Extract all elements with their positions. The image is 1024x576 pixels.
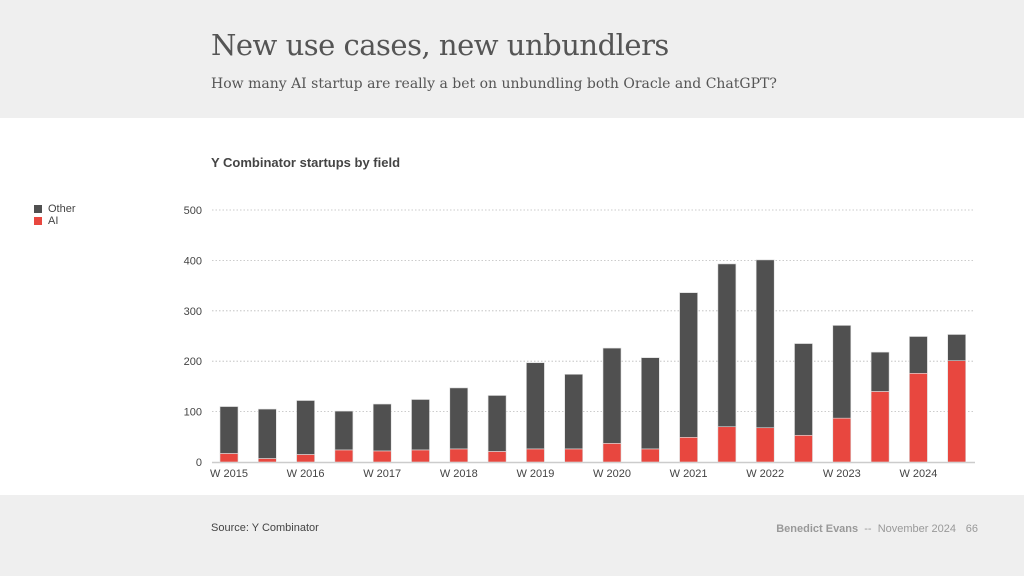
bar-other — [334, 410, 354, 451]
y-tick-label: 0 — [196, 457, 202, 469]
bar-other — [296, 400, 315, 455]
bar-ai — [296, 454, 315, 463]
legend-swatch-other — [34, 205, 42, 213]
bar-other — [832, 325, 852, 419]
bar-ai — [449, 448, 469, 463]
bar-ai — [909, 372, 928, 463]
bar-other — [449, 387, 469, 450]
bar-other — [870, 351, 890, 392]
legend-label: AI — [48, 215, 59, 227]
bar-other — [947, 334, 967, 361]
date: November 2024 — [877, 523, 956, 535]
bar-other — [372, 403, 392, 452]
header-band: New use cases, new unbundlers How many A… — [0, 0, 1024, 118]
x-tick-label: W 2023 — [823, 468, 861, 480]
bar-other — [755, 259, 775, 429]
y-tick-label: 500 — [184, 205, 202, 217]
slide-title: New use cases, new unbundlers — [211, 28, 669, 62]
author: Benedict Evans — [776, 523, 859, 535]
bar-other — [679, 292, 698, 438]
bar-ai — [640, 448, 660, 463]
bar-other — [487, 395, 507, 452]
footer-band — [0, 495, 1024, 576]
x-tick-label: W 2021 — [670, 468, 708, 480]
x-tick-label: W 2022 — [746, 468, 784, 480]
bar-ai — [372, 450, 392, 463]
bar-other — [640, 357, 660, 450]
x-tick-label: W 2018 — [440, 468, 478, 480]
y-tick-label: 300 — [184, 306, 202, 318]
bar-other — [909, 336, 928, 374]
bar-ai — [679, 437, 698, 463]
bar-ai — [487, 451, 507, 463]
bar-other — [564, 374, 584, 450]
x-tick-label: W 2020 — [593, 468, 631, 480]
bar-ai — [526, 448, 545, 463]
bar-ai — [755, 427, 775, 463]
bar-other — [602, 347, 622, 444]
legend: Other AI — [34, 203, 76, 227]
credit: Benedict Evans -- November 2024 — [776, 523, 956, 535]
bar-ai — [794, 434, 813, 463]
x-tick-label: W 2015 — [210, 468, 248, 480]
page-number: 66 — [965, 523, 978, 535]
y-tick-label: 400 — [184, 255, 202, 267]
legend-label: Other — [48, 203, 76, 215]
bar-other — [219, 406, 239, 454]
bar-ai — [257, 458, 277, 463]
bar-other — [257, 408, 277, 459]
legend-swatch-ai — [34, 217, 42, 225]
bar-ai — [219, 453, 239, 463]
x-tick-label: W 2017 — [363, 468, 401, 480]
slide-subtitle: How many AI startup are really a bet on … — [211, 76, 777, 92]
bar-ai — [832, 417, 852, 463]
bar-ai — [602, 443, 622, 463]
legend-item-ai: AI — [34, 215, 76, 227]
bar-ai — [717, 426, 737, 463]
bar-ai — [947, 360, 967, 463]
bar-ai — [564, 448, 584, 463]
source-note: Source: Y Combinator — [211, 522, 319, 534]
x-tick-label: W 2016 — [287, 468, 325, 480]
chart-title: Y Combinator startups by field — [211, 155, 401, 170]
bar-ai — [870, 391, 890, 463]
bar-ai — [334, 449, 354, 463]
x-tick-label: W 2019 — [516, 468, 554, 480]
bar-other — [794, 343, 813, 436]
bar-other — [526, 362, 545, 450]
bar-ai — [411, 449, 430, 463]
legend-item-other: Other — [34, 203, 76, 215]
bar-other — [411, 399, 430, 451]
x-tick-label: W 2024 — [899, 468, 937, 480]
y-tick-label: 100 — [184, 407, 202, 419]
separator: -- — [864, 523, 872, 535]
y-tick-label: 200 — [184, 356, 202, 368]
bar-other — [717, 263, 737, 428]
